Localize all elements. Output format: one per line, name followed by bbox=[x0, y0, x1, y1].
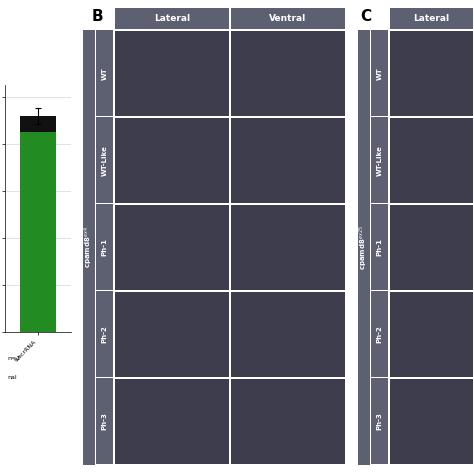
Text: Lateral: Lateral bbox=[154, 14, 190, 23]
Text: Ph-2: Ph-2 bbox=[377, 325, 383, 343]
Text: WT: WT bbox=[102, 67, 108, 80]
Text: cpamd8$^{ex25}$: cpamd8$^{ex25}$ bbox=[358, 225, 370, 270]
Text: Ph-1: Ph-1 bbox=[102, 238, 108, 256]
Text: cpamd8$^{ex4}$: cpamd8$^{ex4}$ bbox=[83, 226, 95, 268]
Text: Ph-2: Ph-2 bbox=[102, 325, 108, 343]
Text: Lateral: Lateral bbox=[413, 14, 449, 23]
Text: n=1: n=1 bbox=[7, 356, 20, 361]
Text: Ph-1: Ph-1 bbox=[377, 238, 383, 256]
Text: C: C bbox=[360, 9, 371, 25]
Text: Ventral: Ventral bbox=[269, 14, 306, 23]
Text: WT: WT bbox=[377, 67, 383, 80]
Text: Ph-3: Ph-3 bbox=[102, 412, 108, 430]
Text: WT-Like: WT-Like bbox=[102, 145, 108, 176]
Bar bbox=[20, 116, 56, 132]
Text: Ph-3: Ph-3 bbox=[377, 412, 383, 430]
Text: B: B bbox=[91, 9, 103, 25]
Text: nal: nal bbox=[7, 375, 17, 380]
Text: WT-Like: WT-Like bbox=[377, 145, 383, 176]
Bar bbox=[20, 132, 56, 332]
